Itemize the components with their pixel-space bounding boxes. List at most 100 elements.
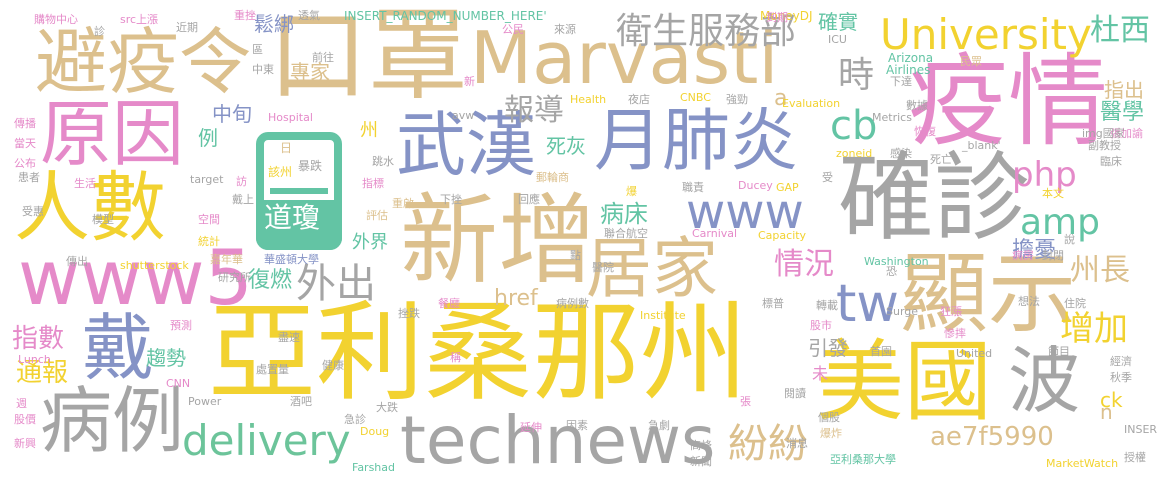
word-hash: ae7f5990 <box>930 422 1054 452</box>
word-life: 生活 <box>74 177 96 190</box>
word-nightclub: 夜店 <box>628 93 650 106</box>
word-fall: 挫跌 <box>398 307 420 320</box>
word-gap: GAP <box>776 181 799 194</box>
word-go-out: 外出 <box>296 261 376 307</box>
word-www5: www5 <box>18 233 253 322</box>
word-surge: Surge <box>886 305 919 318</box>
word-clinical: 臨床 <box>1100 155 1122 168</box>
word-hospital-cn: 醫院 <box>592 261 614 274</box>
word-bar: 酒吧 <box>290 395 312 408</box>
word-farshad: Farshad <box>352 461 396 474</box>
word-carnival-cn: 嘉年華 <box>210 253 243 266</box>
word-zhang: 張加諭 <box>1110 127 1143 140</box>
word-source: 來源 <box>554 23 576 36</box>
word-expert: 專家 <box>290 60 330 84</box>
word-receive: 受 <box>822 171 833 184</box>
word-src: src上漲 <box>120 13 159 26</box>
word-news: 新聞 <box>690 455 712 468</box>
word-claim: 稱 <box>450 351 461 364</box>
word-united: United <box>956 347 993 360</box>
word-count: 人數 <box>14 163 166 252</box>
word-emerging: 新興 <box>14 437 36 450</box>
word-avw: avw <box>452 109 475 122</box>
word-united-airlines: 聯合航空 <box>604 227 648 240</box>
word-confirmed: 確診 <box>838 142 1030 254</box>
word-go-to: 前往 <box>312 51 334 64</box>
word-er: 急診 <box>344 413 366 426</box>
word-bed: 病床 <box>600 200 648 228</box>
word-ck: ck <box>1100 388 1123 412</box>
word-marketwatch: MarketWatch <box>1046 457 1119 470</box>
word-delivery: delivery <box>182 416 351 465</box>
word-marvasti: Marvasti <box>470 16 779 100</box>
word-stats: 統計 <box>198 235 220 248</box>
word-model: 模型 <box>92 213 114 226</box>
word-report: 報導 <box>504 93 564 128</box>
word-public: 民眾 <box>960 55 982 68</box>
word-img: img國家 <box>1082 127 1125 140</box>
word-ward: 病房 <box>1012 249 1034 262</box>
word-example: 例 <box>198 126 218 150</box>
word-sharp: 急劇 <box>648 419 670 432</box>
word-www: www <box>686 184 804 240</box>
word-institute: Institute <box>640 309 686 322</box>
word-open: 張 <box>740 395 751 408</box>
word-duty: 職責 <box>682 181 704 194</box>
word-program: 節目 <box>1048 345 1070 358</box>
word-that-state: 該州 <box>268 165 293 179</box>
word-href: href <box>494 286 538 311</box>
word-stock-market: 股市 <box>810 319 832 332</box>
word-airlines: Airlines <box>886 63 931 77</box>
word-publish: 公布 <box>14 157 36 170</box>
word-washington: Washington <box>864 255 929 268</box>
word-target: target <box>190 173 224 186</box>
word-ducey-en: Ducey <box>738 179 773 192</box>
word-resurge: 復燃 <box>248 268 293 293</box>
word-medicine: 醫學 <box>1100 100 1145 125</box>
word-amp: amp <box>1020 202 1100 243</box>
word-worry: 擔憂 <box>1012 238 1057 263</box>
word-point: 點 <box>570 249 581 262</box>
word-new: 新 <box>464 75 475 88</box>
word-benefit: 受惠 <box>22 205 44 218</box>
word-one-after-another: 紛紛 <box>728 421 808 467</box>
word-ducey: 杜西 <box>1090 13 1150 48</box>
word-message: 消息 <box>786 437 808 450</box>
word-volume: 處置量 <box>256 363 289 376</box>
word-increase: 增加 <box>1060 309 1128 349</box>
word-epidemic: 疫情 <box>908 43 1108 160</box>
word-this-article: 本文 <box>1042 187 1064 200</box>
word-assess: 評估 <box>366 209 388 222</box>
word-evaluation: Evaluation <box>782 97 841 110</box>
word-case-count: 病例數 <box>556 297 589 310</box>
word-blank: _blank' <box>962 139 1001 152</box>
word-clinic: 診 <box>94 25 105 38</box>
word-power: Power <box>188 395 222 408</box>
word-mall: 購物中心 <box>34 13 78 26</box>
word-trigger: 引發 <box>808 336 848 360</box>
word-time: 時 <box>838 55 875 96</box>
word-peak: 高峰 <box>690 439 712 452</box>
word-day: 日 <box>280 141 293 155</box>
word-data: 數據 <box>906 99 928 112</box>
word-cb: cb <box>830 103 878 149</box>
word-reported: 傳出 <box>66 255 88 268</box>
word-that-day: 當天 <box>14 137 36 150</box>
word-university: University <box>880 10 1092 59</box>
word-index: 指數 <box>12 324 65 354</box>
word-lockdown: 避疫令 <box>35 20 252 104</box>
word-plunge: 暴跌 <box>298 159 323 173</box>
word-middle-east: 中東 <box>252 63 274 76</box>
word-governor: 州長 <box>1070 253 1130 288</box>
word-cnn: CNN <box>166 377 191 390</box>
word-point-out: 指出 <box>1104 78 1144 102</box>
word-home: 居家 <box>586 230 718 307</box>
word-infect: 感染 <box>890 147 912 160</box>
word-dow: 道瓊 <box>264 201 321 234</box>
word-not-yet: 未 <box>812 364 829 383</box>
word-respond: 回應 <box>518 193 540 206</box>
word-state: 州 <box>360 120 378 141</box>
word-icu: ICU <box>828 33 847 46</box>
word-mask: 口罩 <box>268 0 468 114</box>
